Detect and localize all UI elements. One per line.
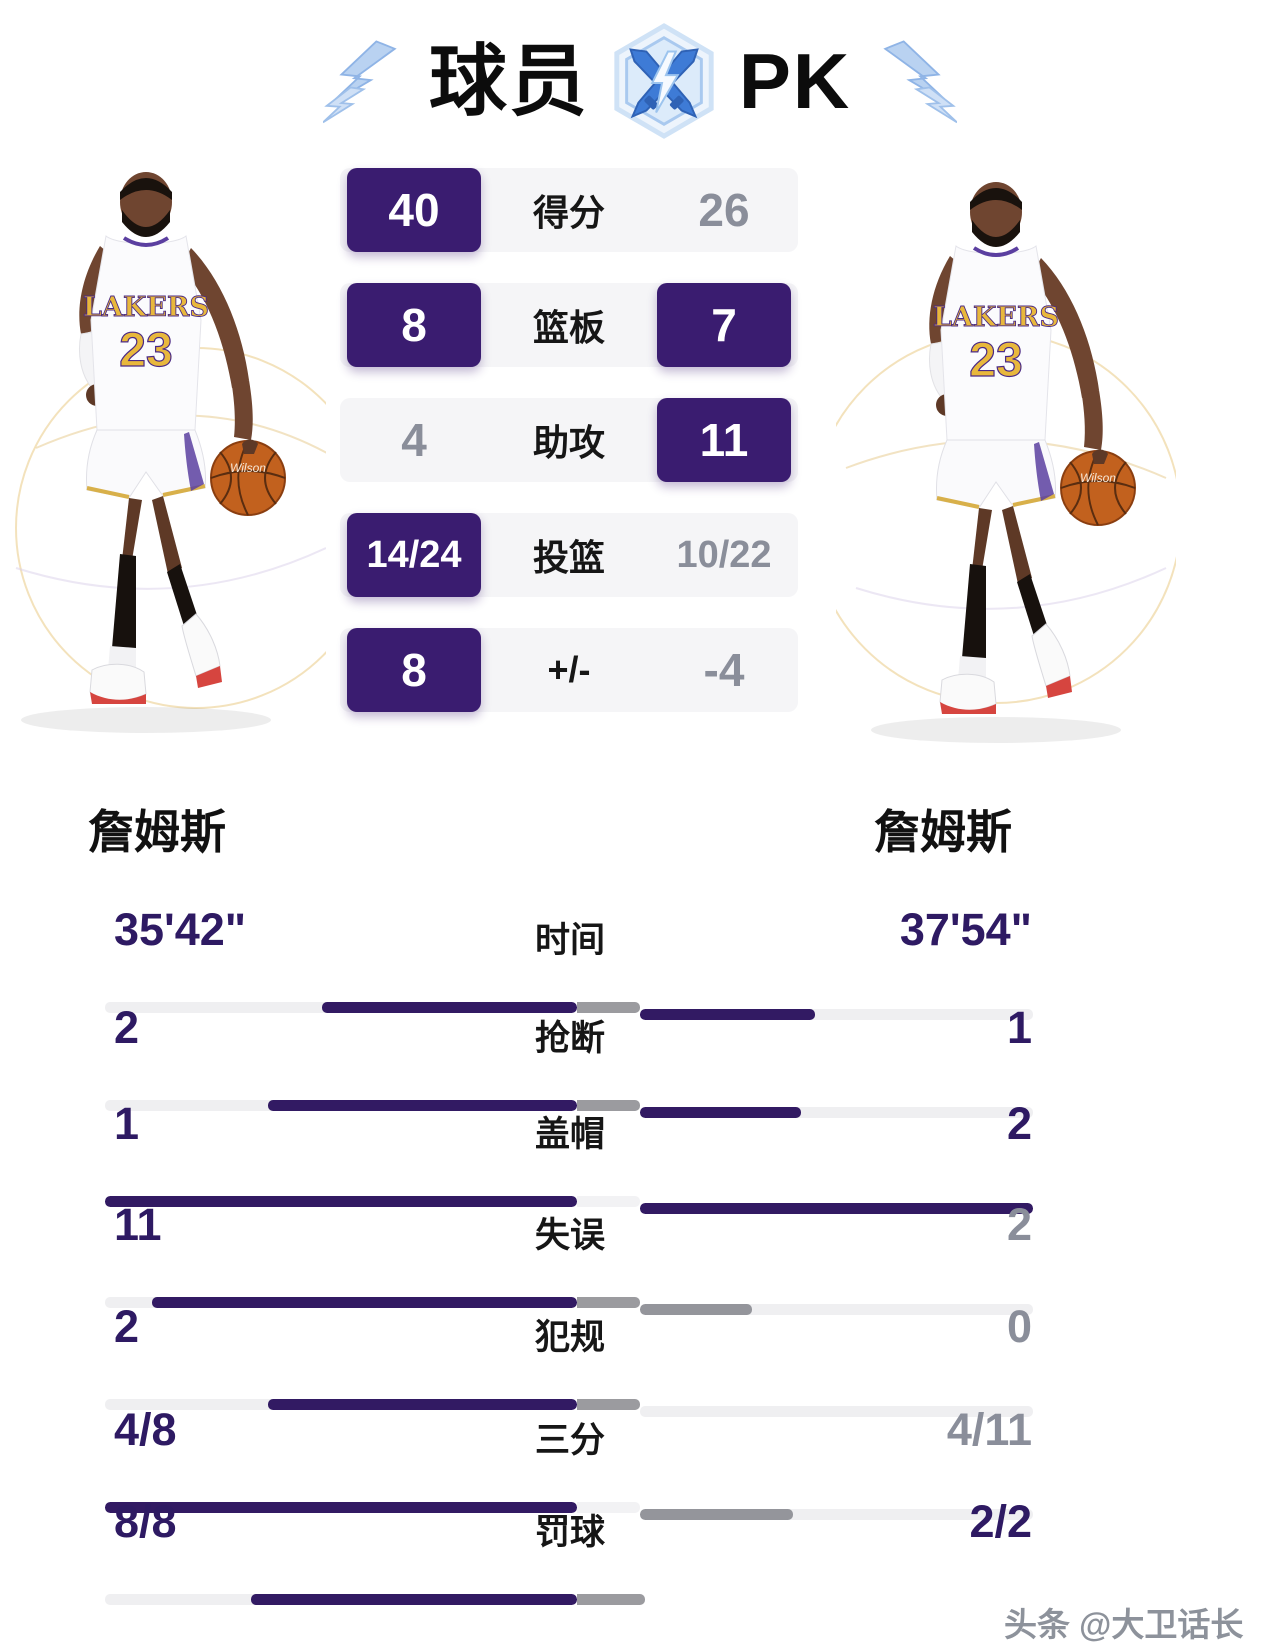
watermark: 头条 @大卫话长 [1004, 1606, 1244, 1643]
top-stat-row-field-goals: 14/24 投篮 10/22 [340, 513, 798, 597]
free-throws-right-value: 2/2 [969, 1496, 1032, 1547]
field-goals-right-value: 10/22 [676, 533, 772, 576]
svg-text:23: 23 [969, 334, 1022, 387]
steals-right-value: 1 [1006, 1002, 1032, 1053]
lightning-right-icon [883, 40, 958, 124]
basketball-icon: Wilson [210, 440, 286, 516]
rebounds-left-value: 8 [347, 283, 481, 367]
fouls-label: 犯规 [534, 1318, 606, 1357]
turnovers-bar [105, 1297, 1033, 1317]
blocks-left-value: 1 [114, 1098, 140, 1149]
assists-right-value: 11 [657, 398, 791, 482]
svg-text:LAKERS: LAKERS [933, 302, 1059, 333]
blocks-label: 盖帽 [534, 1115, 606, 1154]
top-stats-table: 40 得分 26 8 篮板 7 4 助攻 11 14/24 投篮 10/22 8… [340, 168, 798, 743]
player-photo-left: Wilson LAKERS 23 [15, 172, 326, 733]
three-pointers-right-value: 4/11 [946, 1404, 1032, 1455]
fouls-bar [105, 1399, 1033, 1419]
turnovers-left-value: 11 [114, 1199, 162, 1250]
pk-badge-icon [614, 23, 714, 139]
plus-minus-left-value: 8 [347, 628, 481, 712]
blocks-right-value: 2 [1006, 1098, 1032, 1149]
stat-row-free-throws: 8/8 罚球 2/2 [0, 1498, 1280, 1616]
turnovers-right-value: 2 [1006, 1199, 1032, 1250]
stat-row-turnovers: 11 失误 2 [0, 1201, 1280, 1319]
page-title: 球员 PK [0, 22, 1280, 140]
svg-text:LAKERS: LAKERS [83, 292, 209, 323]
steals-left-value: 2 [114, 1002, 140, 1053]
top-stat-row-points: 40 得分 26 [340, 168, 798, 252]
plus-minus-label: +/- [547, 649, 591, 690]
stat-row-steals: 2 抢断 1 [0, 1004, 1280, 1122]
player-name-right: 詹姆斯 [874, 806, 1012, 858]
free-throws-left-value: 8/8 [114, 1496, 177, 1547]
player-photo-right: Wilson LAKERS 23 [836, 182, 1176, 743]
fouls-right-value: 0 [1006, 1301, 1032, 1352]
rebounds-label: 篮板 [532, 307, 606, 348]
lightning-left-icon [322, 40, 397, 124]
title-part1: 球员 [428, 37, 589, 125]
title-part2: PK [738, 37, 852, 125]
field-goals-label: 投篮 [532, 537, 606, 578]
points-right-value: 26 [698, 184, 750, 236]
steals-label: 抢断 [534, 1019, 606, 1058]
turnovers-label: 失误 [534, 1216, 606, 1255]
plus-minus-right-value: -4 [703, 644, 745, 696]
top-stat-row-assists: 4 助攻 11 [340, 398, 798, 482]
rebounds-right-value: 7 [657, 283, 791, 367]
fouls-left-value: 2 [114, 1301, 140, 1352]
minutes-bar [105, 1002, 1033, 1022]
stat-row-three-pointers: 4/8 三分 4/11 [0, 1406, 1280, 1524]
minutes-right-value: 37'54" [899, 904, 1032, 955]
points-left-value: 40 [347, 168, 481, 252]
svg-text:23: 23 [119, 324, 172, 377]
assists-label: 助攻 [532, 422, 606, 463]
blocks-bar [105, 1196, 1033, 1216]
svg-text:Wilson: Wilson [1080, 471, 1116, 485]
three-pointers-bar [105, 1502, 1033, 1522]
player-name-left: 詹姆斯 [88, 806, 226, 858]
steals-bar [105, 1100, 1033, 1120]
three-pointers-label: 三分 [534, 1421, 606, 1460]
free-throws-label: 罚球 [534, 1513, 606, 1552]
top-stat-row-rebounds: 8 篮板 7 [340, 283, 798, 367]
minutes-label: 时间 [534, 921, 606, 960]
points-label: 得分 [532, 192, 606, 233]
stat-row-blocks: 1 盖帽 2 [0, 1100, 1280, 1218]
top-stat-row-plus-minus: 8 +/- -4 [340, 628, 798, 712]
field-goals-left-value: 14/24 [347, 513, 481, 597]
three-pointers-left-value: 4/8 [114, 1404, 177, 1455]
minutes-left-value: 35'42" [114, 904, 247, 955]
stat-row-fouls: 2 犯规 0 [0, 1303, 1280, 1421]
assists-left-value: 4 [401, 414, 427, 466]
svg-text:Wilson: Wilson [230, 461, 266, 475]
free-throws-bar [105, 1594, 1033, 1614]
stat-row-minutes: 35'42" 时间 37'54" [0, 906, 1280, 1024]
